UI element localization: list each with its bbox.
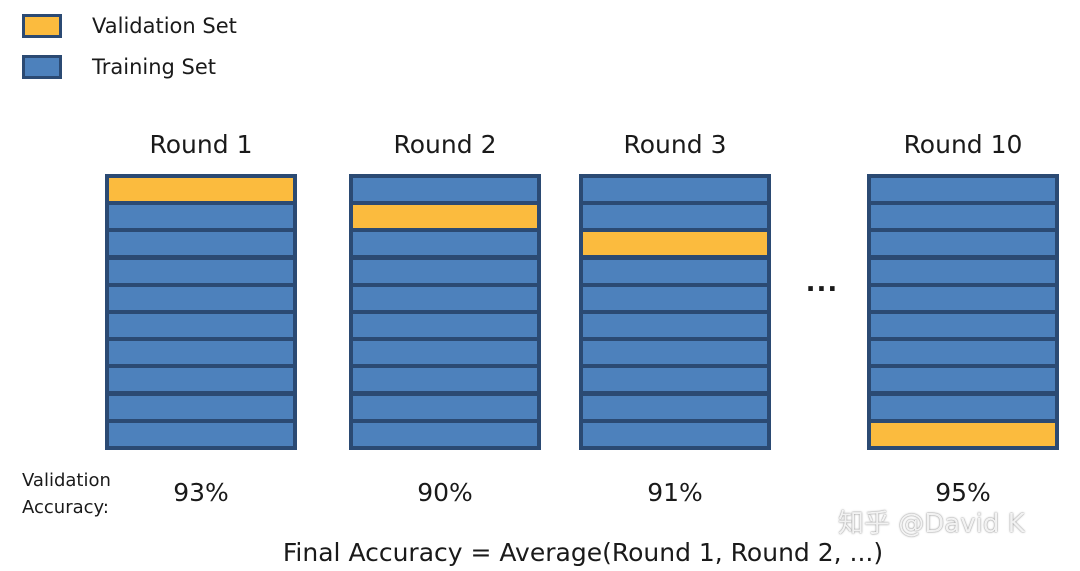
training-fold bbox=[353, 368, 537, 392]
training-fold bbox=[353, 232, 537, 256]
round-title: Round 3 bbox=[623, 130, 727, 159]
accuracy-value: 93% bbox=[173, 478, 229, 507]
training-fold bbox=[109, 286, 293, 310]
training-fold bbox=[583, 422, 767, 446]
training-fold bbox=[871, 205, 1055, 229]
legend-label-validation: Validation Set bbox=[92, 14, 237, 38]
training-fold bbox=[109, 395, 293, 419]
training-fold bbox=[583, 286, 767, 310]
fold-stack-round-3 bbox=[579, 174, 771, 450]
watermark: 知乎 @David K bbox=[838, 509, 1025, 539]
training-fold bbox=[353, 395, 537, 419]
accuracy-value: 91% bbox=[647, 478, 703, 507]
training-fold bbox=[583, 314, 767, 337]
training-fold bbox=[353, 178, 537, 201]
training-fold bbox=[871, 341, 1055, 365]
fold-stack-round-1 bbox=[105, 174, 297, 450]
training-fold bbox=[583, 205, 767, 229]
training-fold bbox=[871, 395, 1055, 419]
legend-swatch-training bbox=[22, 55, 62, 79]
round-title: Round 10 bbox=[903, 130, 1023, 159]
training-fold bbox=[109, 259, 293, 283]
validation-fold bbox=[353, 205, 537, 229]
accuracy-label: Validation Accuracy: bbox=[22, 470, 111, 518]
ellipsis: ... bbox=[805, 268, 839, 298]
training-fold bbox=[583, 259, 767, 283]
training-fold bbox=[871, 259, 1055, 283]
training-fold bbox=[109, 422, 293, 446]
training-fold bbox=[871, 178, 1055, 201]
training-fold bbox=[871, 314, 1055, 337]
training-fold bbox=[109, 205, 293, 229]
training-fold bbox=[353, 286, 537, 310]
accuracy-value: 90% bbox=[417, 478, 473, 507]
training-fold bbox=[871, 368, 1055, 392]
training-fold bbox=[583, 395, 767, 419]
training-fold bbox=[353, 422, 537, 446]
round-title: Round 2 bbox=[393, 130, 497, 159]
training-fold bbox=[353, 341, 537, 365]
training-fold bbox=[353, 314, 537, 337]
training-fold bbox=[109, 232, 293, 256]
fold-stack-round-2 bbox=[349, 174, 541, 450]
training-fold bbox=[583, 341, 767, 365]
training-fold bbox=[871, 232, 1055, 256]
validation-fold bbox=[109, 178, 293, 201]
training-fold bbox=[109, 368, 293, 392]
training-fold bbox=[583, 178, 767, 201]
training-fold bbox=[353, 259, 537, 283]
legend-swatch-validation bbox=[22, 14, 62, 38]
round-title: Round 1 bbox=[149, 130, 253, 159]
legend-label-training: Training Set bbox=[92, 55, 217, 79]
final-accuracy-formula: Final Accuracy = Average(Round 1, Round … bbox=[282, 538, 884, 567]
training-fold bbox=[871, 286, 1055, 310]
training-fold bbox=[109, 314, 293, 337]
accuracy-value: 95% bbox=[935, 478, 991, 507]
fold-stack-round-10 bbox=[867, 174, 1059, 450]
validation-fold bbox=[871, 422, 1055, 446]
training-fold bbox=[583, 368, 767, 392]
validation-fold bbox=[583, 232, 767, 256]
training-fold bbox=[109, 341, 293, 365]
